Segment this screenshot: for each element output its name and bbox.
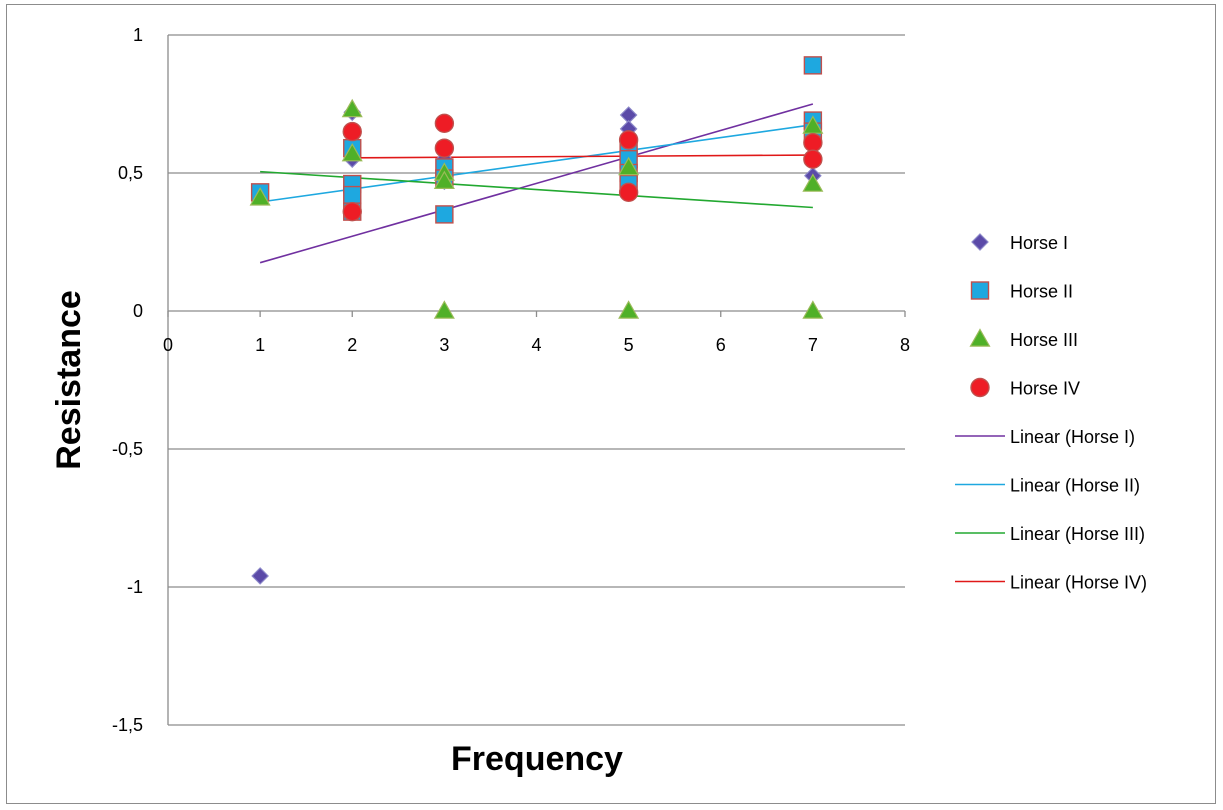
y-tick-label: -0,5 bbox=[112, 439, 143, 459]
data-point bbox=[803, 132, 823, 153]
data-point bbox=[342, 121, 362, 142]
data-point bbox=[434, 138, 455, 158]
legend-label: Horse II bbox=[1010, 282, 1073, 302]
data-point bbox=[343, 185, 362, 205]
trendline bbox=[260, 170, 813, 209]
data-point bbox=[802, 300, 824, 319]
x-tick-label: 3 bbox=[439, 335, 449, 355]
data-point bbox=[341, 98, 363, 118]
legend-label: Horse IV bbox=[1010, 379, 1080, 399]
legend-label: Linear (Horse III) bbox=[1010, 524, 1145, 544]
y-tick-label: 1 bbox=[133, 25, 143, 45]
x-tick-label: 5 bbox=[624, 335, 634, 355]
legend-label: Horse III bbox=[1010, 330, 1078, 350]
data-point bbox=[803, 56, 823, 75]
trendline bbox=[352, 154, 813, 159]
trendline bbox=[260, 123, 813, 203]
trendline bbox=[259, 103, 814, 264]
x-tick-label: 0 bbox=[163, 335, 173, 355]
y-tick-label: 0 bbox=[133, 301, 143, 321]
legend-label: Linear (Horse I) bbox=[1010, 427, 1135, 447]
y-tick-label: -1 bbox=[127, 577, 143, 597]
y-axis-title: Resistance bbox=[50, 290, 88, 470]
x-tick-label: 1 bbox=[255, 335, 265, 355]
gridlines bbox=[167, 34, 906, 726]
data-point bbox=[435, 205, 454, 224]
x-tick-label: 6 bbox=[716, 335, 726, 355]
data-point bbox=[618, 130, 639, 150]
legend: Horse I Horse II Horse III Horse IV Linear (… bbox=[955, 233, 1147, 593]
legend-label: Horse I bbox=[1010, 233, 1068, 253]
data-points bbox=[249, 56, 824, 585]
data-point bbox=[802, 173, 824, 192]
trendlines bbox=[259, 103, 814, 264]
x-tick-label: 7 bbox=[808, 335, 818, 355]
x-tick-label: 2 bbox=[347, 335, 357, 355]
data-point bbox=[971, 233, 989, 251]
data-point bbox=[433, 170, 455, 190]
data-point bbox=[341, 142, 363, 162]
y-tick-label: -1,5 bbox=[112, 715, 143, 735]
data-point bbox=[803, 149, 823, 169]
data-point bbox=[434, 113, 455, 134]
data-point bbox=[342, 201, 362, 222]
data-point bbox=[249, 187, 271, 206]
legend-label: Linear (Horse II) bbox=[1010, 476, 1140, 496]
legend-label: Linear (Horse IV) bbox=[1010, 573, 1147, 593]
data-point bbox=[618, 182, 639, 203]
x-tick-label: 8 bbox=[900, 335, 910, 355]
data-point bbox=[970, 281, 990, 300]
x-tick-label: 4 bbox=[531, 335, 541, 355]
chart-frame bbox=[6, 4, 1216, 804]
data-point bbox=[618, 300, 640, 319]
x-axis-title: Frequency bbox=[451, 740, 623, 778]
data-point bbox=[251, 567, 269, 585]
tick-labels: 1 0,5 0 -0,5 -1 -1,5 0 1 2 3 4 5 6 7 8 bbox=[112, 25, 910, 735]
data-point bbox=[970, 377, 990, 398]
data-point bbox=[969, 328, 991, 347]
data-point bbox=[618, 156, 640, 176]
data-point bbox=[433, 300, 455, 319]
y-tick-label: 0,5 bbox=[118, 163, 143, 183]
